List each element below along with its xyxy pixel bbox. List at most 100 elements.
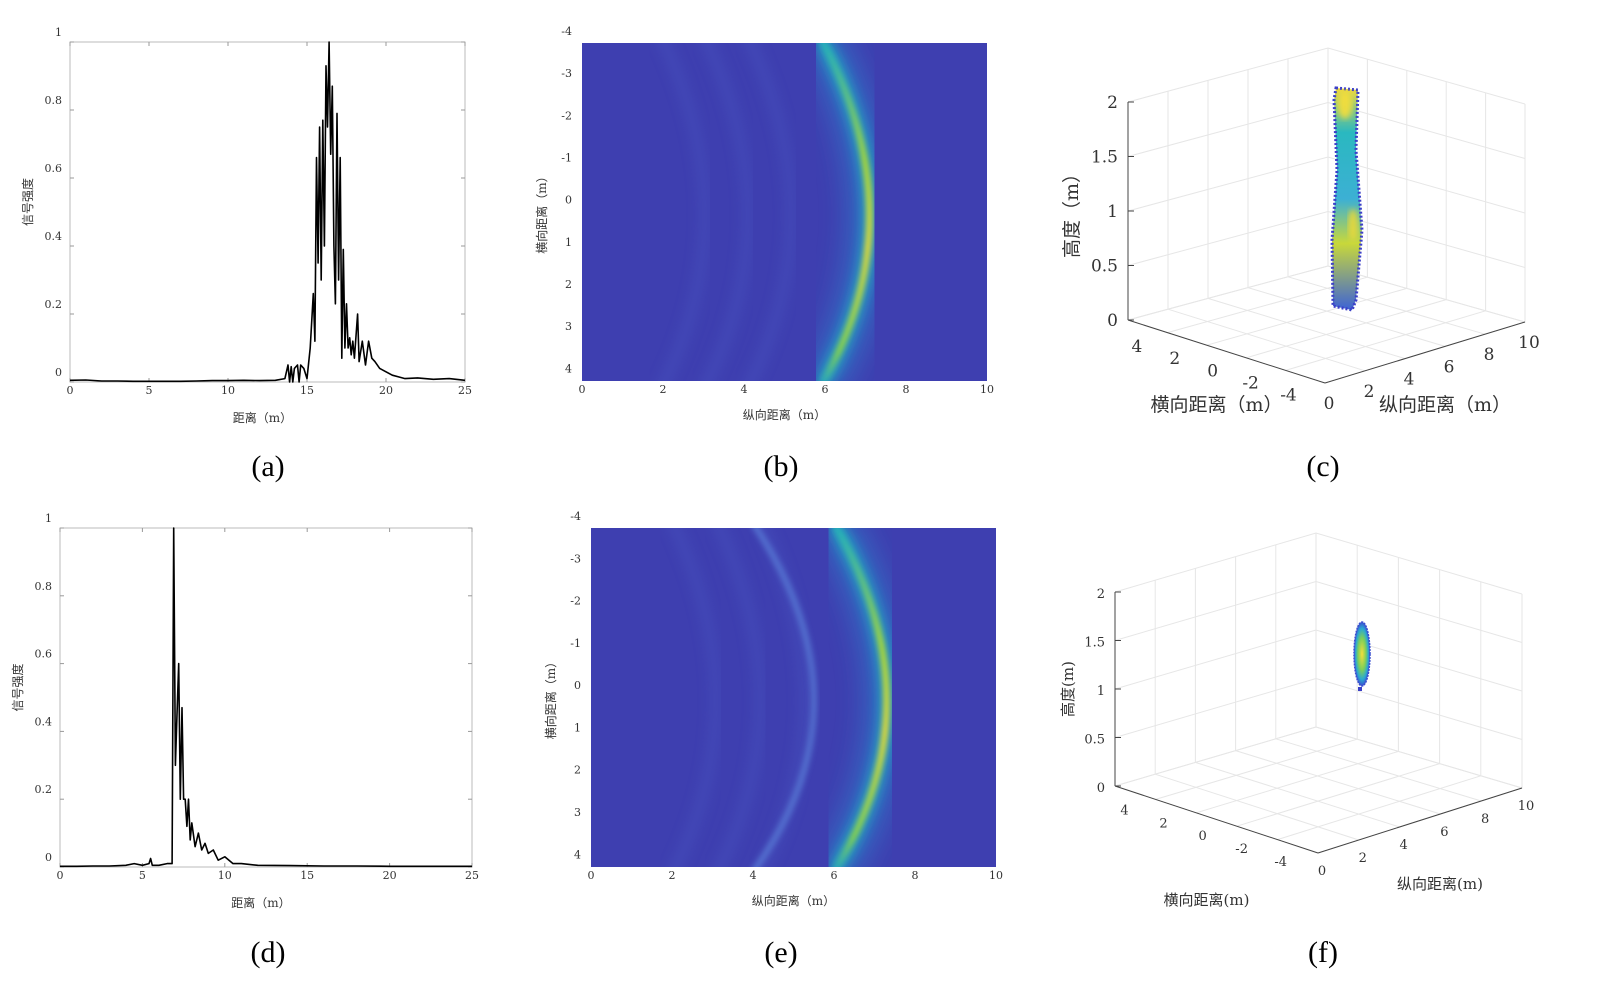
- lateral-tick-label: 0: [1198, 829, 1206, 844]
- arc-peak: [820, 43, 873, 381]
- x-tick-label: 10: [989, 869, 1003, 882]
- longitudinal-axis-label: 纵向距离（m）: [1379, 394, 1511, 416]
- longitudinal-tick-label: 10: [1518, 333, 1540, 353]
- x-tick-label: 10: [218, 869, 232, 882]
- grid-line: [1155, 773, 1359, 841]
- lateral-tick-label: -4: [1280, 386, 1297, 406]
- heatmap-e: 0 2 4 6 8 10 -4 -3 -2 -1 0 1 2 3 4 纵向距离（m） 横向距离（m）: [543, 510, 1003, 908]
- grid-line: [1155, 738, 1358, 800]
- x-axis-label: 距离（m）: [233, 410, 292, 425]
- grid-line: [1114, 726, 1317, 787]
- faint-ring: [701, 43, 753, 381]
- lateral-tick-label: 2: [1159, 816, 1167, 831]
- y-tick-label: -4: [561, 25, 572, 38]
- longitudinal-tick-label: 4: [1404, 370, 1415, 390]
- lateral-tick-label: -2: [1242, 373, 1259, 393]
- captions: (a) (b) (c) (d) (e) (f): [251, 450, 1340, 969]
- heatmap-background: [582, 43, 987, 381]
- grid-line: [1114, 580, 1523, 643]
- grid-line: [1206, 287, 1407, 346]
- y-axis-label: 横向距离（m）: [534, 170, 549, 253]
- z-tick-label: 1.5: [1084, 636, 1105, 651]
- grid-line: [1196, 750, 1399, 814]
- y-axis-label: 信号强度: [20, 178, 35, 226]
- grid-line: [1114, 677, 1523, 740]
- grid-line: [1327, 265, 1526, 323]
- grid-line: [1127, 101, 1526, 159]
- x-tick-label: 20: [383, 869, 397, 882]
- longitudinal-tick-label: 2: [1364, 382, 1375, 402]
- grid-line: [1277, 775, 1481, 841]
- x-tick-label: 0: [579, 383, 586, 396]
- x-axis-label: 距离（m）: [231, 895, 290, 910]
- y-axis-label: 信号强度: [10, 663, 25, 711]
- longitudinal-tick-label: 0: [1324, 394, 1335, 414]
- x-tick-label: 2: [669, 869, 676, 882]
- z-tick-label: 0.5: [1091, 257, 1118, 277]
- lateral-axis-label: 横向距离（m）: [1150, 394, 1282, 416]
- z-tick-label: 1: [1097, 684, 1105, 699]
- longitudinal-axis-label: 纵向距离(m): [1397, 875, 1483, 893]
- faint-ring: [658, 43, 710, 381]
- point-cloud-hotspot: [1348, 209, 1358, 241]
- grid-line: [1285, 310, 1486, 371]
- y-tick-label: 0: [55, 366, 62, 379]
- grid-line: [1207, 297, 1406, 360]
- heatmap-background: [591, 528, 996, 867]
- z-tick-label: 1.5: [1091, 148, 1118, 168]
- y-tick-label: -2: [561, 109, 572, 122]
- y-tick-label: 0: [574, 679, 581, 692]
- line-chart-d: 0 5 10 15 20 25 0 0.2 0.4 0.6 0.8 1 距离（m） 信号强度: [10, 512, 479, 910]
- z-axis-label: 高度（m）: [1061, 164, 1083, 258]
- z-tick-label: 2: [1107, 93, 1118, 113]
- longitudinal-tick-label: 6: [1444, 357, 1455, 377]
- y-tick-label: 4: [565, 362, 572, 375]
- grid-line: [1127, 156, 1526, 214]
- y-tick-label: 1: [55, 26, 62, 39]
- grid-line: [1127, 265, 1526, 323]
- caption-c: (c): [1306, 450, 1339, 483]
- x-tick-label: 5: [146, 384, 153, 397]
- x-tick-label: 4: [750, 869, 757, 882]
- y-tick-label: 0.4: [45, 230, 63, 243]
- z-tick-label: 0: [1097, 781, 1105, 796]
- faint-ring: [745, 43, 796, 381]
- grid-line: [1287, 276, 1486, 335]
- signal-line: [69, 41, 466, 383]
- y-tick-label: 0.2: [35, 783, 53, 796]
- caption-a: (a): [251, 450, 284, 483]
- y-tick-label: 3: [565, 320, 572, 333]
- x-tick-label: 6: [822, 383, 829, 396]
- scatter3d-f: 0 0.5 1 1.5 2 4 2 0 -2 -4 0 2 4 6 8 10 横向距离(m) 纵向距离(m) 高度(…: [1059, 532, 1534, 909]
- heatmap-b: 0 2 4 6 8 10 -4 -3 -2 -1 0 1 2 3 4 纵向距离（m） 横向距离（m）: [534, 25, 994, 422]
- lateral-axis: [1127, 319, 1326, 384]
- x-tick-label: 0: [588, 869, 595, 882]
- x-tick-label: 15: [300, 384, 314, 397]
- caption-f: (f): [1308, 936, 1338, 969]
- lateral-tick-label: 4: [1120, 803, 1128, 818]
- grid-line: [1127, 210, 1526, 268]
- x-tick-label: 6: [831, 869, 838, 882]
- y-tick-label: 2: [565, 278, 572, 291]
- y-tick-label: 0.6: [35, 648, 53, 661]
- x-tick-label: 25: [458, 384, 472, 397]
- y-tick-label: 1: [565, 236, 572, 249]
- x-axis-label: 纵向距离（m）: [743, 407, 826, 422]
- grid-line: [1114, 532, 1523, 595]
- grid-line: [1235, 750, 1441, 815]
- y-tick-label: 1: [45, 512, 52, 525]
- heatmap-field: [658, 43, 890, 381]
- lateral-axis: [1114, 785, 1319, 854]
- longitudinal-tick-label: 6: [1440, 825, 1448, 840]
- grid-line: [1195, 761, 1400, 828]
- faint-ring: [669, 528, 721, 867]
- y-tick-label: 4: [574, 848, 581, 861]
- plot-frame: [59, 527, 473, 868]
- longitudinal-tick-label: 4: [1399, 838, 1407, 853]
- grid-line: [1127, 47, 1526, 105]
- grid-line: [1167, 308, 1366, 372]
- grid-line: [1114, 726, 1523, 789]
- y-tick-label: -1: [570, 637, 581, 650]
- grid-line: [1275, 738, 1482, 802]
- lateral-tick-label: 0: [1207, 361, 1218, 381]
